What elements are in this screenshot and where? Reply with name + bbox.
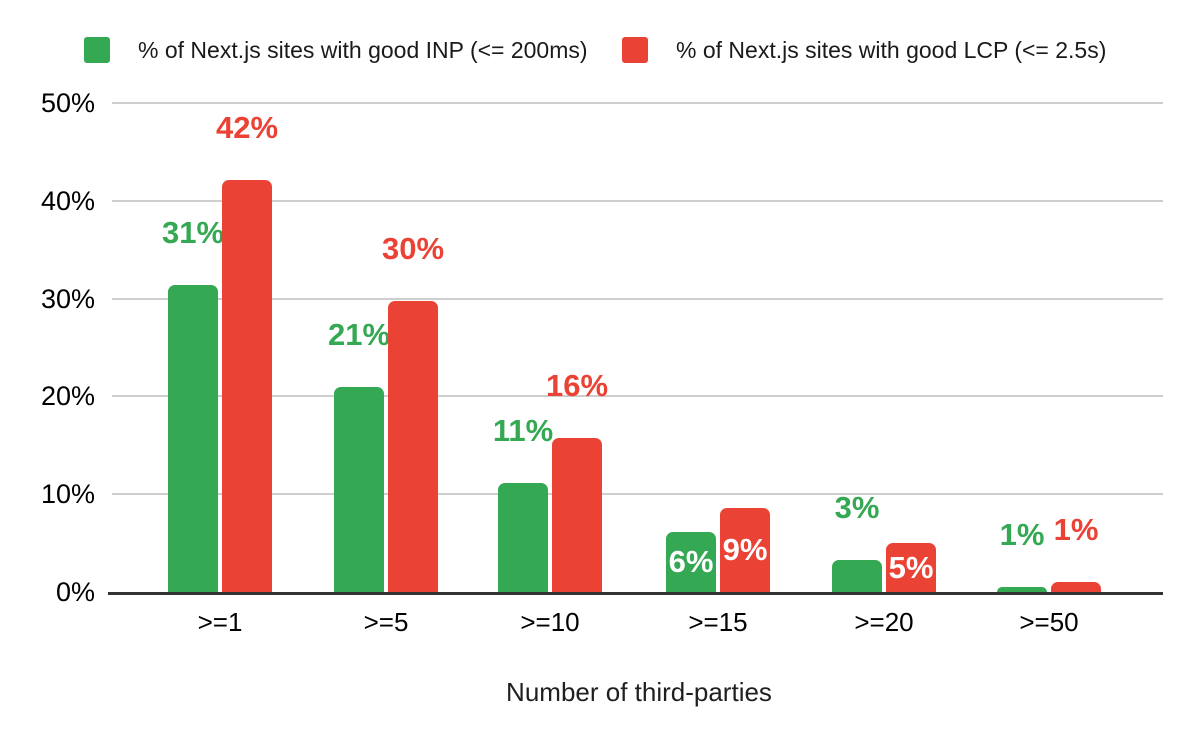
gridline [112,199,1163,202]
gridline [112,102,1163,104]
y-axis-tick-label: 40% [40,185,95,216]
legend-item-inp: % of Next.js sites with good INP (<= 200… [84,36,588,64]
y-axis-tick-label: 10% [40,479,95,510]
bar-inp->=5 [334,386,384,592]
x-axis-tick-label: >=10 [520,607,580,637]
bar-label-inp->=15: 6% [668,544,714,580]
bar-label-lcp->=15: 9% [722,531,768,567]
x-axis-tick-label: >=5 [363,607,409,637]
bar-inp->=50 [997,587,1047,592]
bar-label-inp->=50: 1% [999,517,1045,553]
y-axis-tick-label: 50% [40,88,95,118]
legend-item-lcp: % of Next.js sites with good LCP (<= 2.5… [622,36,1106,64]
gridline [112,493,1163,496]
x-axis-line [108,592,1163,595]
y-axis-tick-label: 30% [40,283,95,314]
bar-label-lcp->=50: 1% [1053,512,1099,548]
bar-inp->=1 [168,284,218,592]
bar-label-lcp->=1: 42% [215,110,279,146]
bar-lcp->=20 [886,543,936,592]
x-axis-tick-label: >=20 [854,607,914,637]
inp-legend-swatch-icon [84,37,110,63]
x-axis-tick-label: >=15 [688,607,748,637]
y-axis-tick-label: 0% [55,577,95,607]
x-axis-tick-label: >=50 [1019,607,1079,637]
x-axis-tick-label: >=1 [197,607,243,637]
bar-inp->=15 [666,532,716,592]
bar-inp->=10 [498,483,548,592]
bar-label-inp->=10: 11% [492,413,554,449]
x-axis-title: Number of third-parties [506,677,772,707]
lcp-legend-swatch-icon [622,37,648,63]
bar-lcp->=10 [552,438,602,592]
bar-lcp->=5 [388,300,438,592]
gridline [112,297,1163,300]
bar-label-lcp->=10: 16% [545,368,609,404]
bar-lcp->=15 [720,507,770,592]
y-axis-tick-label: 20% [40,381,95,412]
bar-label-lcp->=20: 5% [888,549,934,585]
bar-label-inp->=5: 21% [327,316,391,352]
gridline [112,395,1163,398]
bar-inp->=20 [832,559,882,592]
bar-lcp->=50 [1051,582,1101,592]
legend-label-inp: % of Next.js sites with good INP (<= 200… [138,36,588,63]
bar-label-lcp->=5: 30% [381,230,445,266]
legend-label-lcp: % of Next.js sites with good LCP (<= 2.5… [676,36,1107,63]
bar-label-inp->=1: 31% [161,214,225,250]
bar-lcp->=1 [222,180,272,592]
bar-label-inp->=20: 3% [834,489,880,525]
